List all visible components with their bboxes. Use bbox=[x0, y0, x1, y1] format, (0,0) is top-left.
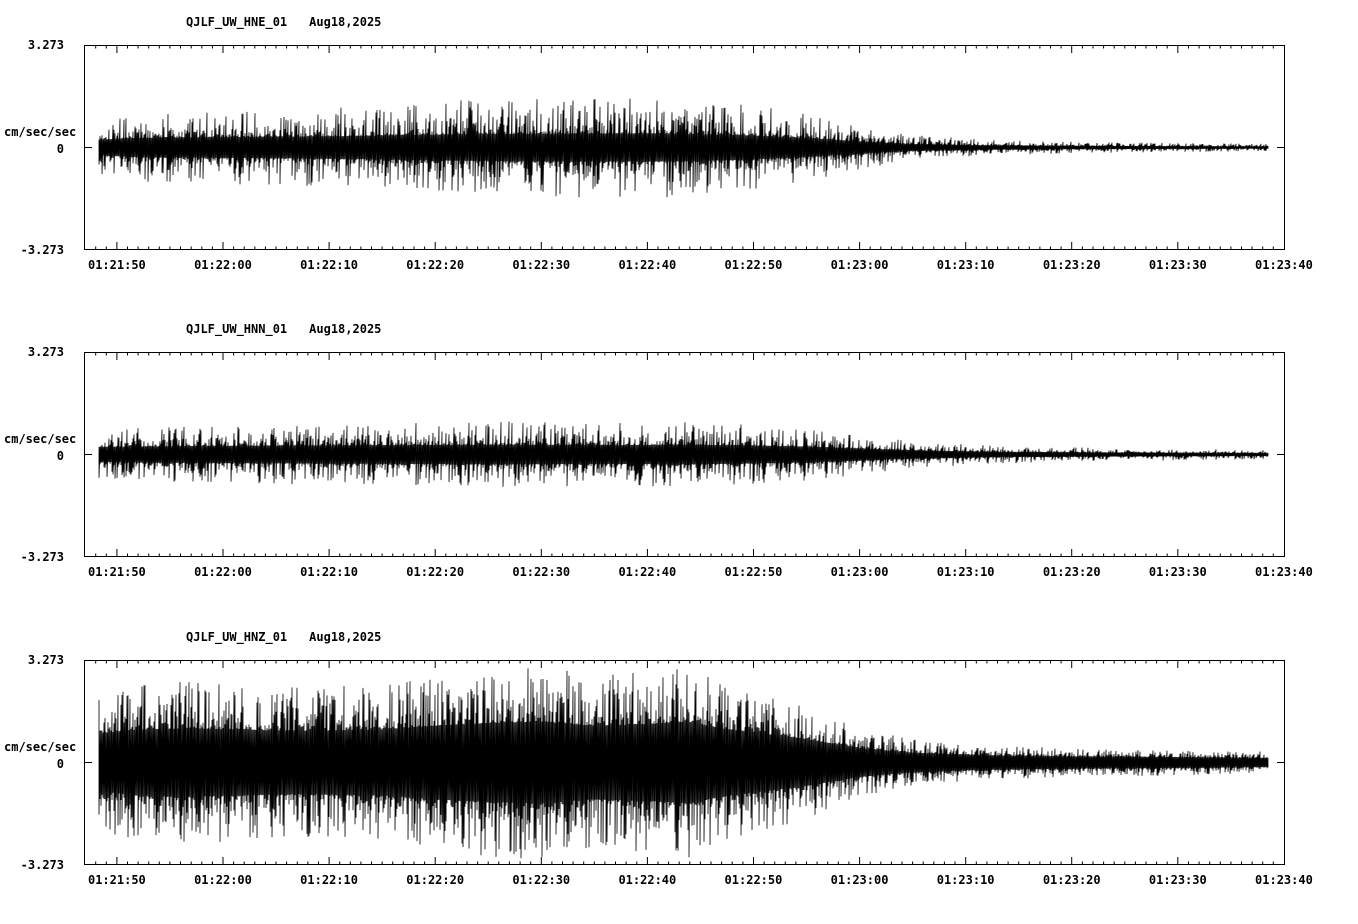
x-tick-label: 01:22:50 bbox=[724, 565, 783, 579]
x-tick-label: 01:23:20 bbox=[1042, 873, 1101, 887]
panel-title: QJLF_UW_HNZ_01 Aug18,2025 bbox=[186, 630, 381, 644]
y-axis-units-label: cm/sec/sec bbox=[4, 740, 77, 754]
x-tick-label: 01:22:00 bbox=[194, 258, 252, 272]
x-tick-label: 01:22:40 bbox=[618, 258, 677, 272]
station-channel-label: QJLF_UW_HNZ_01 bbox=[186, 630, 288, 644]
seismogram-panel-hnz: QJLF_UW_HNZ_01 Aug18,2025 3.273 cm/sec/s… bbox=[0, 630, 1358, 924]
y-axis-max-label: 3.273 bbox=[27, 653, 64, 667]
x-tick-label: 01:22:30 bbox=[512, 258, 571, 272]
date-label: Aug18,2025 bbox=[309, 630, 382, 644]
x-tick-label: 01:22:30 bbox=[512, 873, 571, 887]
x-tick-label: 01:21:50 bbox=[87, 258, 146, 272]
seismogram-panel-hnn: QJLF_UW_HNN_01 Aug18,2025 3.273 cm/sec/s… bbox=[0, 322, 1358, 616]
x-tick-label: 01:22:00 bbox=[194, 873, 252, 887]
x-tick-label: 01:23:10 bbox=[936, 565, 995, 579]
x-tick-label: 01:22:10 bbox=[300, 873, 358, 887]
x-tick-label: 01:23:10 bbox=[936, 258, 995, 272]
x-tick-label: 01:23:40 bbox=[1255, 565, 1313, 579]
x-tick-label: 01:22:10 bbox=[300, 565, 358, 579]
waveform-plot-hnn bbox=[84, 352, 1285, 557]
date-label: Aug18,2025 bbox=[309, 15, 382, 29]
x-tick-label: 01:22:50 bbox=[724, 873, 783, 887]
x-tick-label: 01:22:40 bbox=[618, 873, 677, 887]
x-tick-label: 01:22:20 bbox=[406, 565, 465, 579]
x-tick-label: 01:21:50 bbox=[87, 873, 146, 887]
x-tick-label: 01:23:40 bbox=[1255, 873, 1313, 887]
x-tick-label: 01:22:40 bbox=[618, 565, 677, 579]
x-tick-label: 01:22:50 bbox=[724, 258, 783, 272]
y-axis-max-label: 3.273 bbox=[27, 345, 64, 359]
x-tick-label: 01:23:30 bbox=[1148, 873, 1207, 887]
y-axis-units-label: cm/sec/sec bbox=[4, 125, 77, 139]
y-axis-min-label: -3.273 bbox=[20, 243, 64, 257]
panel-title: QJLF_UW_HNE_01 Aug18,2025 bbox=[186, 15, 381, 29]
y-axis-max-label: 3.273 bbox=[27, 38, 64, 52]
x-tick-label: 01:22:20 bbox=[406, 873, 465, 887]
x-tick-label: 01:23:20 bbox=[1042, 258, 1101, 272]
waveform-plot-hne bbox=[84, 45, 1285, 250]
x-tick-label: 01:23:00 bbox=[830, 873, 889, 887]
y-axis-min-label: -3.273 bbox=[20, 550, 64, 564]
y-axis-zero-label: 0 bbox=[56, 449, 64, 463]
date-label: Aug18,2025 bbox=[309, 322, 382, 336]
panel-title: QJLF_UW_HNN_01 Aug18,2025 bbox=[186, 322, 381, 336]
x-tick-label: 01:23:30 bbox=[1148, 258, 1207, 272]
x-tick-label: 01:23:00 bbox=[830, 258, 889, 272]
y-axis-min-label: -3.273 bbox=[20, 858, 64, 872]
x-tick-label: 01:23:10 bbox=[936, 873, 995, 887]
x-tick-label: 01:23:20 bbox=[1042, 565, 1101, 579]
x-tick-label: 01:23:00 bbox=[830, 565, 889, 579]
waveform-plot-hnz bbox=[84, 660, 1285, 865]
station-channel-label: QJLF_UW_HNE_01 bbox=[186, 15, 288, 29]
y-axis-units-label: cm/sec/sec bbox=[4, 432, 77, 446]
x-tick-label: 01:22:10 bbox=[300, 258, 358, 272]
x-tick-label: 01:21:50 bbox=[87, 565, 146, 579]
x-tick-label: 01:22:00 bbox=[194, 565, 252, 579]
y-axis-zero-label: 0 bbox=[56, 757, 64, 771]
seismogram-panel-hne: QJLF_UW_HNE_01 Aug18,2025 3.273 cm/sec/s… bbox=[0, 15, 1358, 309]
x-tick-label: 01:23:40 bbox=[1255, 258, 1313, 272]
x-tick-label: 01:23:30 bbox=[1148, 565, 1207, 579]
station-channel-label: QJLF_UW_HNN_01 bbox=[186, 322, 288, 336]
x-tick-label: 01:22:30 bbox=[512, 565, 571, 579]
y-axis-zero-label: 0 bbox=[56, 142, 64, 156]
x-tick-label: 01:22:20 bbox=[406, 258, 465, 272]
